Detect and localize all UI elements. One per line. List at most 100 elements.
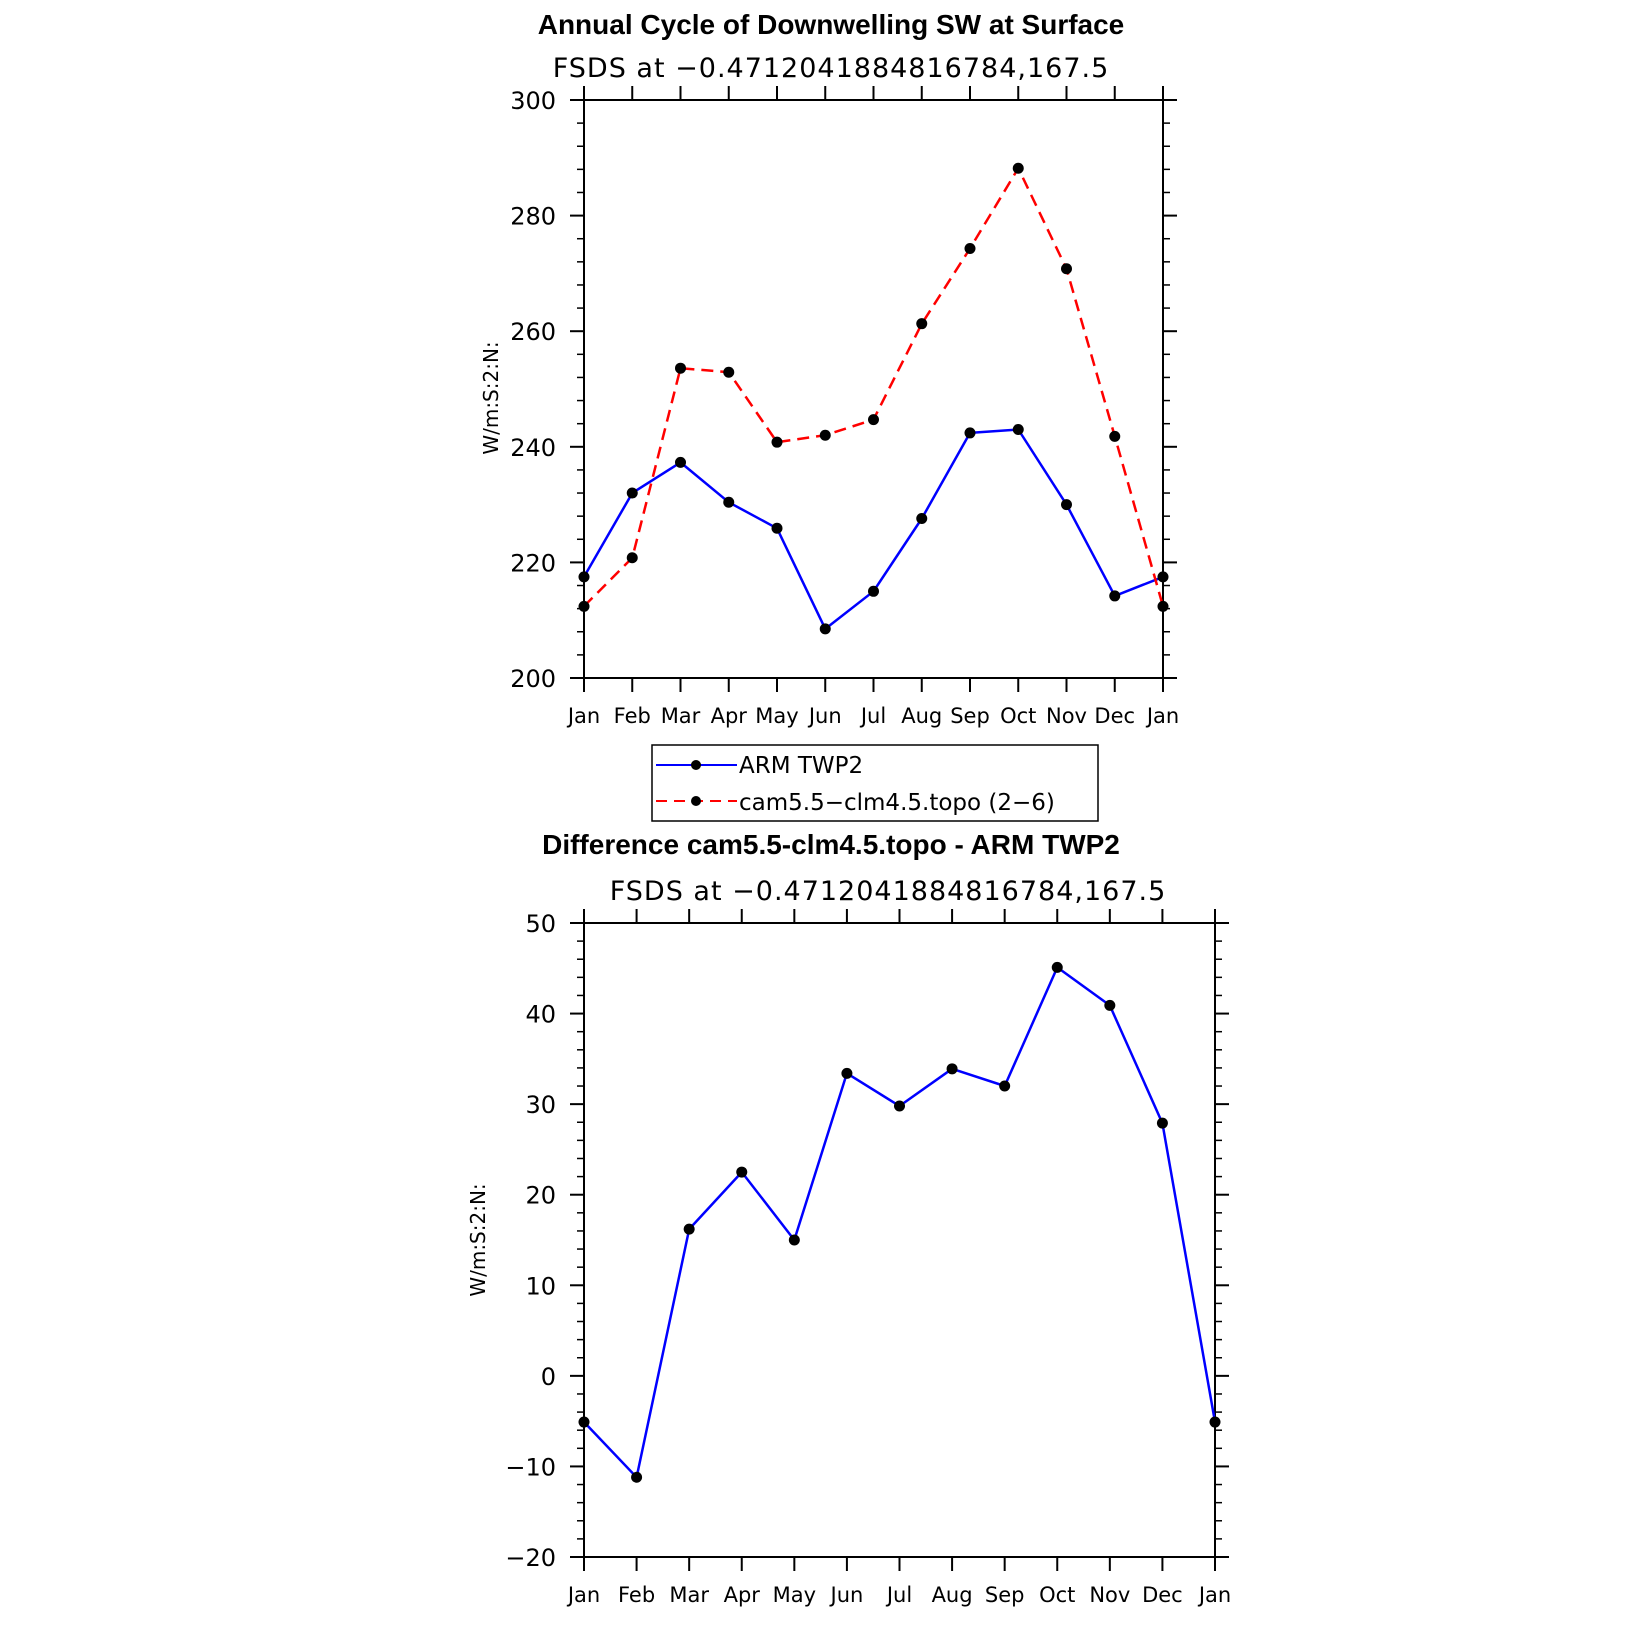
- data-point: [819, 429, 831, 441]
- axes: −20 −10 0 10 20 30 40 50 Jan Feb Mar Apr May Jun Jul Au…: [505, 909, 1231, 1607]
- y-tick-label: 0: [541, 1363, 556, 1391]
- legend-box: [651, 744, 1099, 822]
- plot-frame: [583, 922, 1216, 1558]
- y-tick-label: −20: [505, 1544, 556, 1572]
- data-point: [578, 600, 590, 612]
- x-tick-label: May: [773, 1583, 816, 1607]
- data-point: [578, 571, 590, 583]
- data-point: [1061, 263, 1072, 275]
- y-tick-label: 200: [510, 665, 556, 693]
- axes: 200 220 240 260 280 300 Jan Feb Mar Apr May Jun Jul A…: [510, 86, 1179, 728]
- data-point: [771, 522, 783, 534]
- data-point: [916, 512, 928, 524]
- data-point: [964, 243, 976, 255]
- data-point: [626, 552, 638, 564]
- x-tick-label: Apr: [711, 704, 748, 728]
- y-tick-label: 40: [525, 1001, 556, 1029]
- data-point: [1109, 590, 1121, 602]
- x-tick-label: Apr: [724, 1583, 761, 1607]
- x-tick-label: Jan: [1145, 704, 1179, 728]
- data-point: [723, 496, 735, 508]
- legend: ARM TWP2 cam5.5−clm4.5.topo (2−6): [651, 744, 1099, 822]
- data-point: [868, 585, 879, 597]
- data-point: [868, 414, 879, 426]
- x-tick-label: Mar: [669, 1583, 709, 1607]
- data-point: [841, 1067, 853, 1079]
- series-line: [583, 966, 1217, 1479]
- y-tick-label: 280: [510, 203, 556, 231]
- x-tick-label: Aug: [901, 704, 942, 728]
- x-tick-label: Oct: [1000, 704, 1036, 728]
- x-tick-label: Oct: [1039, 1583, 1075, 1607]
- data-point: [736, 1166, 748, 1178]
- legend-marker-arm: [691, 760, 701, 770]
- x-tick-label: Jan: [566, 704, 600, 728]
- x-tick-label: May: [755, 704, 798, 728]
- x-tick-label: Dec: [1094, 704, 1135, 728]
- y-tick-label: 20: [525, 1182, 556, 1210]
- chart-title: Annual Cycle of Downwelling SW at Surfac…: [538, 9, 1125, 40]
- data-point: [683, 1223, 695, 1235]
- x-tick-label: Jun: [829, 1583, 864, 1607]
- y-axis-label: W/m:S:2:N:: [479, 341, 503, 454]
- data-point: [675, 456, 686, 468]
- y-tick-label: 50: [525, 910, 556, 938]
- data-point: [1156, 1117, 1168, 1129]
- x-tick-label: Jul: [885, 1583, 912, 1607]
- x-tick-label: Dec: [1142, 1583, 1183, 1607]
- x-tick-label: Jun: [807, 704, 842, 728]
- x-tick-label: Aug: [932, 1583, 973, 1607]
- data-point: [578, 1416, 590, 1428]
- y-tick-label: 240: [510, 434, 556, 462]
- data-point: [1104, 999, 1116, 1011]
- data-point: [1012, 162, 1024, 174]
- x-tick-label: Mar: [661, 704, 701, 728]
- data-point: [1157, 600, 1169, 612]
- series-line: [583, 166, 1165, 608]
- legend-label-arm: ARM TWP2: [739, 753, 863, 779]
- data-point: [1157, 571, 1169, 583]
- data-point: [964, 427, 976, 439]
- data-point: [771, 436, 783, 448]
- data-point: [894, 1100, 905, 1112]
- y-tick-label: 260: [510, 318, 556, 346]
- series-group: [578, 162, 1169, 635]
- y-tick-label: 10: [525, 1272, 556, 1300]
- chart-subtitle: FSDS at −0.4712041884816784,167.5: [553, 53, 1110, 84]
- y-tick-label: 220: [510, 549, 556, 577]
- data-point: [999, 1080, 1011, 1092]
- x-tick-label: Feb: [618, 1583, 655, 1607]
- data-point: [819, 623, 831, 635]
- legend-marker-cam: [691, 796, 701, 806]
- data-point: [631, 1471, 643, 1483]
- x-tick-label: Sep: [985, 1583, 1025, 1607]
- x-tick-label: Sep: [950, 704, 990, 728]
- data-point: [1012, 423, 1024, 435]
- x-tick-label: Jul: [859, 704, 886, 728]
- difference-chart: Difference cam5.5-clm4.5.topo - ARM TWP2…: [466, 829, 1231, 1607]
- data-point: [1061, 499, 1072, 511]
- series-line: [582, 428, 1164, 631]
- y-tick-label: 300: [510, 87, 556, 115]
- y-tick-label: −10: [505, 1453, 556, 1481]
- x-tick-label: Nov: [1046, 704, 1087, 728]
- data-point: [1109, 430, 1121, 442]
- data-point: [1209, 1416, 1221, 1428]
- data-point: [916, 318, 928, 330]
- x-tick-label: Jan: [1197, 1583, 1231, 1607]
- data-point: [626, 487, 638, 499]
- chart-title: Difference cam5.5-clm4.5.topo - ARM TWP2: [542, 829, 1120, 860]
- data-point: [946, 1063, 958, 1075]
- legend-label-cam: cam5.5−clm4.5.topo (2−6): [739, 790, 1055, 816]
- x-tick-label: Nov: [1089, 1583, 1130, 1607]
- data-point: [788, 1234, 800, 1246]
- y-tick-label: 30: [525, 1091, 556, 1119]
- series-group: [578, 961, 1221, 1483]
- y-axis-label: W/m:S:2:N:: [466, 1183, 490, 1296]
- annual-cycle-chart: Annual Cycle of Downwelling SW at Surfac…: [479, 9, 1179, 728]
- x-tick-label: Feb: [614, 704, 651, 728]
- data-point: [723, 366, 735, 378]
- data-point: [675, 362, 686, 374]
- data-point: [1051, 961, 1063, 973]
